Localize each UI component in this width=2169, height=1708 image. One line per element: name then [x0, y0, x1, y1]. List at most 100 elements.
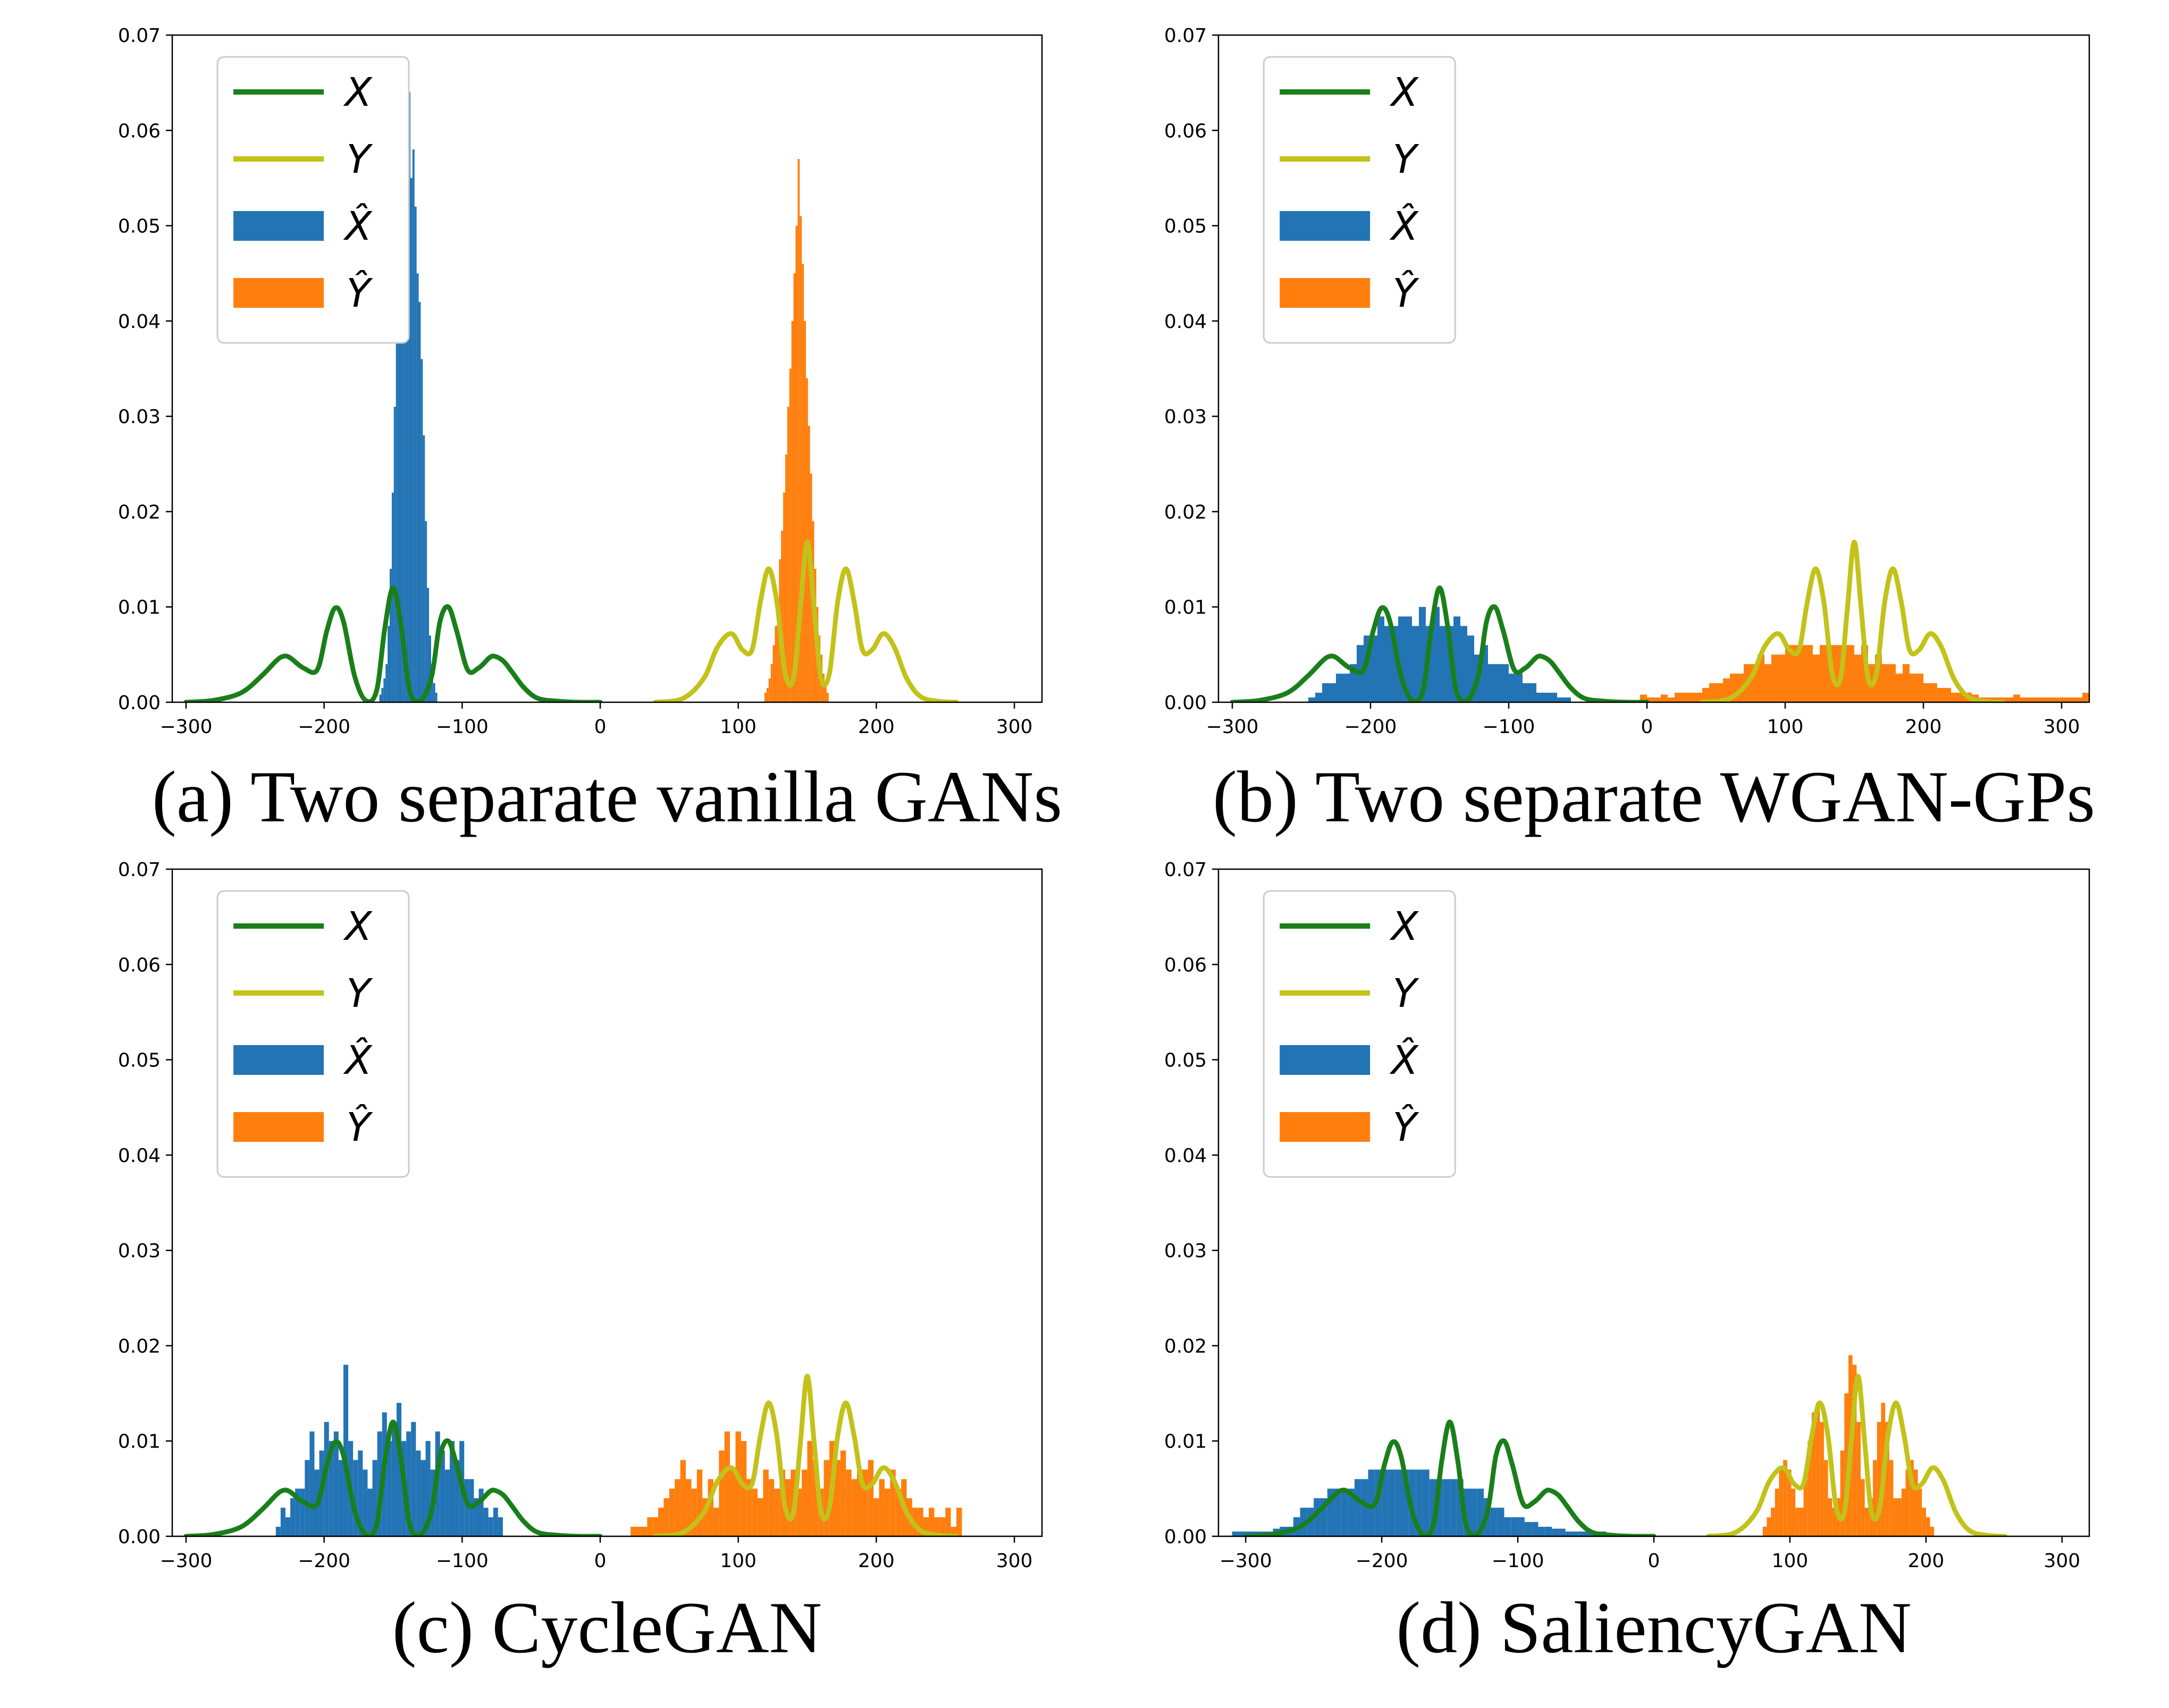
- hist-bar: [846, 1469, 852, 1536]
- hist-bar: [1377, 616, 1384, 702]
- hist-bar: [939, 1517, 946, 1536]
- hist-bar: [1368, 1469, 1375, 1536]
- hist-bar: [377, 1431, 382, 1536]
- hist-bar: [1688, 693, 1695, 702]
- hist-bar: [1361, 1479, 1368, 1536]
- hist-bar: [1897, 1498, 1902, 1536]
- hist-bar: [398, 283, 400, 702]
- hist-bar: [1668, 697, 1675, 702]
- hist-bar: [379, 694, 382, 702]
- hist-bar: [1901, 1488, 1906, 1536]
- density-line-y: [653, 540, 959, 702]
- hist-bar: [862, 1469, 868, 1536]
- legend-patch-swatch: [1280, 1112, 1371, 1142]
- x-tick-label: −200: [1356, 1550, 1408, 1572]
- hist-yhat: [1762, 1355, 1935, 1536]
- x-tick-label: 100: [1767, 716, 1804, 738]
- y-tick-label: 0.02: [1164, 501, 1207, 523]
- hist-bar: [1930, 1527, 1935, 1536]
- hist-bar: [1516, 674, 1523, 702]
- legend-box: [216, 890, 410, 1178]
- hist-bar: [429, 635, 431, 702]
- hist-bar: [641, 1527, 648, 1536]
- hist-bar: [2027, 697, 2034, 702]
- hist-xhat: [1308, 607, 1571, 702]
- hist-bar: [1813, 654, 1820, 702]
- hist-bar: [804, 321, 806, 702]
- y-tick-label: 0.06: [118, 120, 161, 142]
- hist-bar: [825, 683, 827, 702]
- hist-bar: [873, 1498, 879, 1536]
- hist-bar: [478, 1488, 484, 1536]
- x-tick-label: 300: [996, 1550, 1033, 1572]
- hist-bar: [385, 664, 388, 702]
- legend-patch-swatch: [1280, 211, 1371, 241]
- legend-label: Ŷ: [1393, 270, 1420, 316]
- hist-bar: [2020, 697, 2027, 702]
- legend-label: Y: [1393, 137, 1420, 182]
- density-line-y: [1705, 1374, 2007, 1536]
- plot-area: [1230, 540, 2089, 702]
- y-tick-label: 0.01: [118, 597, 161, 619]
- hist-bar: [785, 454, 787, 702]
- hist-bar: [400, 206, 402, 702]
- hist-bar: [493, 1508, 498, 1536]
- legend-label: X: [1389, 904, 1419, 949]
- hist-bar: [1923, 683, 1930, 702]
- y-tick-label: 0.02: [118, 1335, 161, 1357]
- hist-bar: [1820, 1421, 1824, 1536]
- hist-bar: [488, 1517, 493, 1536]
- hist-bar: [1308, 697, 1315, 702]
- hist-bar: [406, 130, 409, 702]
- hist-bar: [951, 1527, 956, 1536]
- hist-bar: [1422, 1469, 1430, 1536]
- hist-bar: [791, 321, 794, 702]
- hist-bar: [1416, 1469, 1423, 1536]
- hist-bar: [1529, 683, 1536, 702]
- x-tick-label: 100: [720, 1550, 756, 1572]
- hist-bar: [1808, 1441, 1812, 1536]
- hist-bar: [393, 407, 396, 702]
- hist-bar: [1460, 626, 1467, 702]
- hist-bar: [1343, 674, 1350, 702]
- hist-bar: [763, 1469, 769, 1536]
- hist-bar: [1930, 683, 1937, 702]
- density-line-x: [183, 1419, 603, 1536]
- hist-bar: [1443, 1479, 1450, 1536]
- hist-bar: [390, 569, 392, 702]
- hist-yhat: [764, 159, 829, 702]
- hist-bar: [408, 92, 410, 702]
- hist-bar: [691, 1488, 697, 1536]
- y-tick-label: 0.07: [118, 859, 161, 881]
- x-tick-label: −100: [436, 1550, 489, 1572]
- hist-bar: [840, 1450, 846, 1536]
- hist-bar: [300, 1488, 305, 1536]
- hist-bar: [381, 688, 384, 702]
- hist-bar: [768, 678, 771, 702]
- legend-label: X: [343, 904, 373, 949]
- x-tick-label: −100: [1483, 716, 1535, 738]
- hist-bar: [795, 225, 798, 702]
- hist-bar: [1723, 678, 1730, 702]
- legend-label: X: [1389, 70, 1419, 115]
- hist-bar: [1412, 626, 1419, 702]
- hist-bar: [1905, 1469, 1910, 1536]
- y-tick-label: 0.04: [1164, 1145, 1207, 1167]
- hist-bar: [1926, 1517, 1930, 1536]
- hist-bar: [1852, 1365, 1857, 1536]
- hist-bar: [1783, 1460, 1787, 1536]
- hist-bar: [425, 1441, 431, 1536]
- hist-bar: [402, 149, 405, 702]
- x-tick-label: −300: [160, 1550, 213, 1572]
- hist-bar: [730, 1469, 736, 1536]
- hist-bar: [1877, 1421, 1881, 1536]
- x-tick-label: 200: [1905, 716, 1942, 738]
- legend: XY X̂ Ŷ: [216, 56, 410, 344]
- hist-bar: [1937, 688, 1944, 702]
- hist-bar: [797, 159, 800, 702]
- hist-bar: [411, 1421, 416, 1536]
- hist-bar: [823, 1460, 830, 1536]
- hist-bar: [895, 1488, 902, 1536]
- hist-bar: [1511, 1517, 1518, 1536]
